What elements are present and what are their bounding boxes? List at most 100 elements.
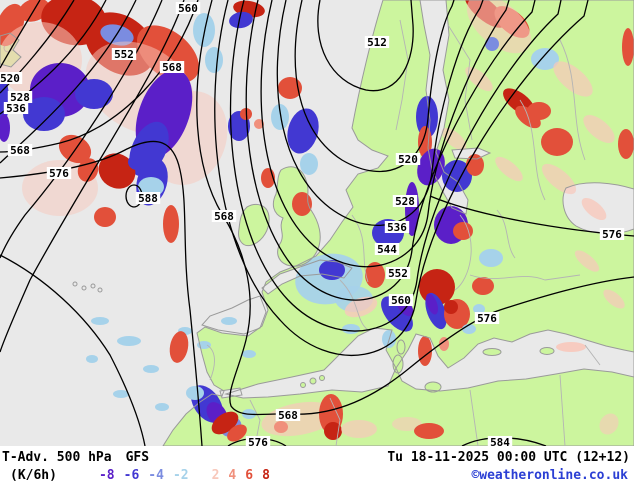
contour-labels: 5205285365525605685685765885125205285365… bbox=[0, 2, 625, 446]
advection-cell bbox=[442, 160, 472, 192]
advection-cell bbox=[473, 304, 485, 314]
advection-cell bbox=[541, 163, 577, 195]
advection-cell bbox=[86, 355, 98, 363]
scale-value: 8 bbox=[262, 468, 270, 483]
contour-label-box bbox=[111, 48, 137, 60]
contour-label-box bbox=[474, 312, 500, 324]
advection-cell bbox=[75, 79, 113, 109]
advection-cell bbox=[531, 48, 559, 70]
advection-cell bbox=[254, 119, 264, 129]
advection-cell bbox=[618, 129, 634, 159]
advection-cell bbox=[113, 390, 129, 398]
advection-cell bbox=[77, 158, 99, 182]
contour-label-box bbox=[364, 36, 390, 48]
contour-label: 560 bbox=[391, 294, 411, 307]
map-title: T-Adv. 500 hPa bbox=[2, 450, 112, 465]
advection-cell bbox=[416, 96, 438, 138]
contour-label: 576 bbox=[477, 312, 497, 325]
copyright-text: ©weatheronline.co.uk bbox=[471, 468, 628, 483]
contour-label: 576 bbox=[602, 228, 622, 241]
advection-cell bbox=[242, 350, 256, 358]
scale-value: -8 bbox=[98, 468, 115, 483]
contour-label-box bbox=[135, 192, 161, 204]
scale-value: 2 bbox=[211, 468, 220, 483]
advection-cell bbox=[344, 296, 378, 318]
coastline bbox=[224, 327, 397, 399]
advection-cell bbox=[553, 61, 593, 97]
coastline bbox=[395, 329, 634, 392]
coastline bbox=[261, 259, 353, 295]
contour-label-box bbox=[159, 61, 185, 73]
valid-datetime: Tu 18-11-2025 00:00 UTC (12+12) bbox=[387, 450, 630, 465]
contour-label: 552 bbox=[388, 267, 408, 280]
contour-label: 568 bbox=[214, 210, 234, 223]
advection-cell bbox=[98, 153, 136, 189]
contour-label: 588 bbox=[138, 192, 158, 205]
advection-cell bbox=[271, 104, 289, 130]
advection-cell bbox=[527, 102, 551, 120]
advection-cell bbox=[444, 300, 458, 314]
coastlines bbox=[0, 0, 634, 446]
advection-cell bbox=[155, 403, 169, 411]
advection-cell bbox=[425, 293, 439, 315]
contour-label-box bbox=[384, 221, 410, 233]
advection-cell bbox=[603, 289, 625, 309]
contour-label: 528 bbox=[395, 195, 415, 208]
contour-label-box bbox=[7, 91, 33, 103]
advection-cell bbox=[169, 331, 189, 363]
contour-label-box bbox=[0, 72, 23, 84]
advection-cell bbox=[392, 417, 422, 431]
contour-label-box bbox=[487, 436, 513, 446]
contour-label-box bbox=[46, 167, 72, 179]
advection-cell bbox=[193, 13, 215, 47]
advection-cell bbox=[453, 222, 473, 240]
coastline bbox=[419, 0, 469, 215]
contour-label-box bbox=[245, 436, 271, 446]
contour-label: 528 bbox=[10, 91, 30, 104]
model-name: GFS bbox=[125, 450, 150, 465]
contour-label-box bbox=[275, 409, 301, 421]
contour-label: 568 bbox=[278, 409, 298, 422]
contour-label-box bbox=[392, 195, 418, 207]
coastline bbox=[219, 387, 243, 399]
advection-cell bbox=[342, 324, 360, 334]
advection-cell bbox=[94, 207, 116, 227]
advection-cell bbox=[441, 127, 467, 151]
contour-label-box bbox=[395, 153, 421, 165]
unit-label: (K/6h) bbox=[10, 468, 57, 483]
advection-cell bbox=[163, 205, 179, 243]
advection-cell bbox=[439, 337, 449, 351]
advection-cell bbox=[556, 342, 586, 352]
advection-cell bbox=[341, 420, 377, 438]
advection-cell bbox=[0, 114, 10, 142]
contour-label: 584 bbox=[490, 436, 510, 446]
scale-value: 4 bbox=[228, 468, 237, 483]
advection-cell bbox=[622, 28, 634, 66]
coastline bbox=[272, 166, 321, 267]
advection-cell bbox=[574, 250, 600, 272]
footer-row-1: T-Adv. 500 hPa GFS Tu 18-11-2025 00:00 UT… bbox=[0, 450, 634, 465]
contour-label: 520 bbox=[398, 153, 418, 166]
advection-cell bbox=[466, 0, 532, 54]
contour-label: 576 bbox=[248, 436, 268, 446]
advection-cell bbox=[292, 192, 312, 216]
map-title-group: T-Adv. 500 hPa GFS bbox=[2, 450, 149, 465]
color-scale: -8 -6 -4 -2 2 4 6 8 bbox=[99, 468, 270, 483]
advection-cell bbox=[91, 317, 109, 325]
contour-label: 552 bbox=[114, 48, 134, 61]
advection-cell bbox=[229, 11, 253, 29]
advection-cell bbox=[485, 37, 499, 51]
contour-label: 520 bbox=[0, 72, 20, 85]
contour-label-box bbox=[374, 243, 400, 255]
advection-cell bbox=[117, 336, 141, 346]
advection-cell bbox=[365, 262, 385, 288]
coastline bbox=[238, 203, 270, 247]
advection-cell bbox=[128, 154, 146, 170]
contour-label-box bbox=[3, 102, 29, 114]
contour-label: 536 bbox=[6, 102, 26, 115]
advection-cell bbox=[143, 365, 159, 373]
footer-row-2: (K/6h) -8 -6 -4 -2 2 4 6 8 ©weatheronline.co.uk bbox=[0, 468, 634, 483]
contour-label-box bbox=[7, 144, 33, 156]
advection-cell bbox=[221, 317, 237, 325]
